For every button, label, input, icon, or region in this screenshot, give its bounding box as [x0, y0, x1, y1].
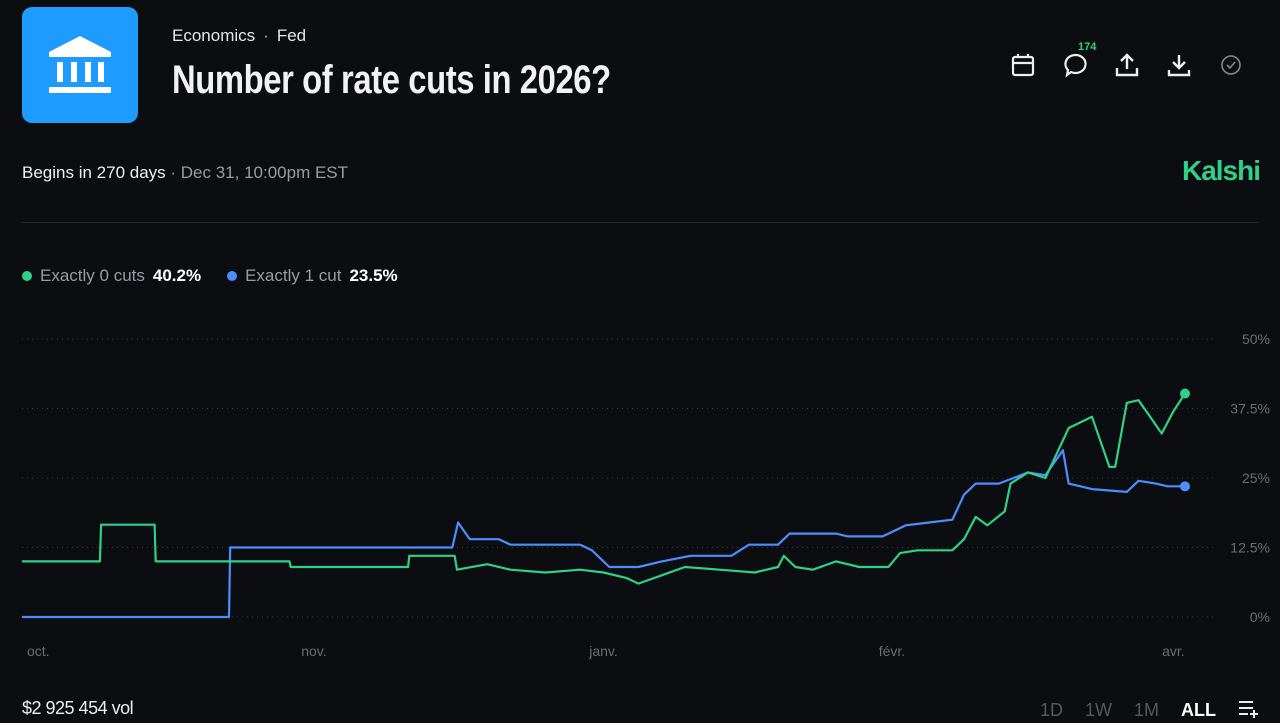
market-status: Begins in 270 days · Dec 31, 10:00pm EST: [22, 163, 349, 182]
range-selector: 1D 1W 1M ALL: [1040, 698, 1260, 723]
series-endpoint: [1180, 388, 1190, 399]
x-tick-label: avr.: [1162, 643, 1185, 659]
series-line: [22, 449, 1185, 619]
check-circle-icon[interactable]: [1218, 52, 1244, 78]
chart-settings-icon[interactable]: [1238, 698, 1260, 723]
breadcrumb: Economics · Fed: [172, 26, 307, 45]
range-1m[interactable]: 1M: [1133, 700, 1159, 720]
series-line: [22, 392, 1186, 585]
volume: $2 925 454 vol: [22, 698, 134, 718]
begin-date: Dec 31, 10:00pm EST: [180, 163, 349, 182]
divider: [22, 222, 1258, 223]
share-icon[interactable]: [1114, 52, 1140, 78]
chart-legend: Exactly 0 cuts 40.2% Exactly 1 cut 23.5%: [22, 266, 412, 286]
price-chart[interactable]: 50% 37.5% 25% 12.5% 0% oct. nov. janv. févr. avr.: [0, 320, 1280, 670]
y-tick-label: 37.5%: [1230, 401, 1270, 417]
breadcrumb-subcategory[interactable]: Fed: [276, 26, 307, 45]
x-tick-label: janv.: [588, 643, 618, 659]
x-tick-label: nov.: [301, 643, 326, 659]
range-all[interactable]: ALL: [1181, 700, 1216, 720]
comments-icon[interactable]: 174: [1062, 41, 1096, 78]
download-icon[interactable]: [1166, 52, 1192, 78]
y-tick-label: 12.5%: [1230, 540, 1270, 556]
page-title: Number of rate cuts in 2026?: [172, 58, 611, 102]
range-1w[interactable]: 1W: [1084, 700, 1112, 720]
comment-count-badge: 174: [1078, 41, 1097, 53]
legend-item-1-cut[interactable]: Exactly 1 cut 23.5%: [227, 266, 412, 286]
brand-logo[interactable]: Kalshi: [1181, 155, 1261, 186]
x-tick-label: févr.: [879, 643, 905, 659]
calendar-icon[interactable]: [1010, 52, 1036, 78]
market-logo-bank-icon: [22, 7, 138, 123]
y-tick-label: 0%: [1250, 609, 1270, 625]
series-endpoint: [1180, 481, 1190, 492]
x-tick-label: oct.: [27, 643, 50, 659]
y-tick-label: 25%: [1242, 470, 1270, 486]
range-1d[interactable]: 1D: [1039, 700, 1063, 720]
begins-text: Begins in 270 days: [22, 163, 166, 182]
y-tick-label: 50%: [1242, 331, 1270, 347]
breadcrumb-category[interactable]: Economics: [172, 26, 256, 45]
legend-item-0-cuts[interactable]: Exactly 0 cuts 40.2%: [22, 266, 215, 286]
